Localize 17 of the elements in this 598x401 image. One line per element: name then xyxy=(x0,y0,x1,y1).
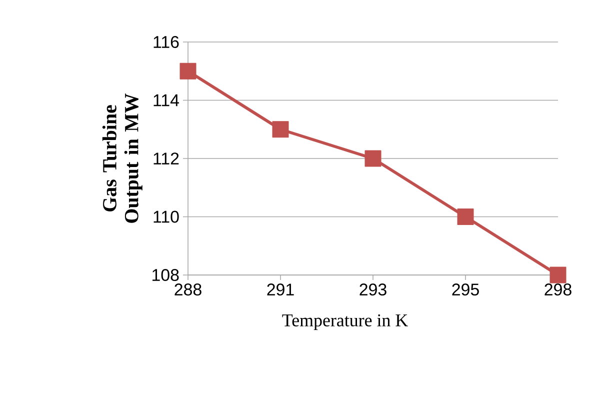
y-axis-title: Gas Turbine Output in MW xyxy=(102,94,142,223)
point xyxy=(180,62,196,80)
y-tick-label: 114 xyxy=(154,94,179,106)
y-tick-label: 110 xyxy=(154,210,179,223)
x-tick-label: 288 xyxy=(174,284,202,296)
y-tick-label: 112 xyxy=(154,152,179,164)
point xyxy=(364,150,382,167)
x-tick-label: 293 xyxy=(360,284,386,296)
y-tick-label: 108 xyxy=(152,269,179,281)
y-tick-label: 116 xyxy=(154,36,179,48)
x-axis-title: Temperature in K xyxy=(282,314,408,330)
point xyxy=(457,208,474,225)
point xyxy=(550,266,566,284)
x-tick-label: 295 xyxy=(452,284,479,296)
point xyxy=(272,121,289,138)
x-tick-label: 291 xyxy=(267,284,294,296)
x-tick-label: 298 xyxy=(544,284,572,296)
